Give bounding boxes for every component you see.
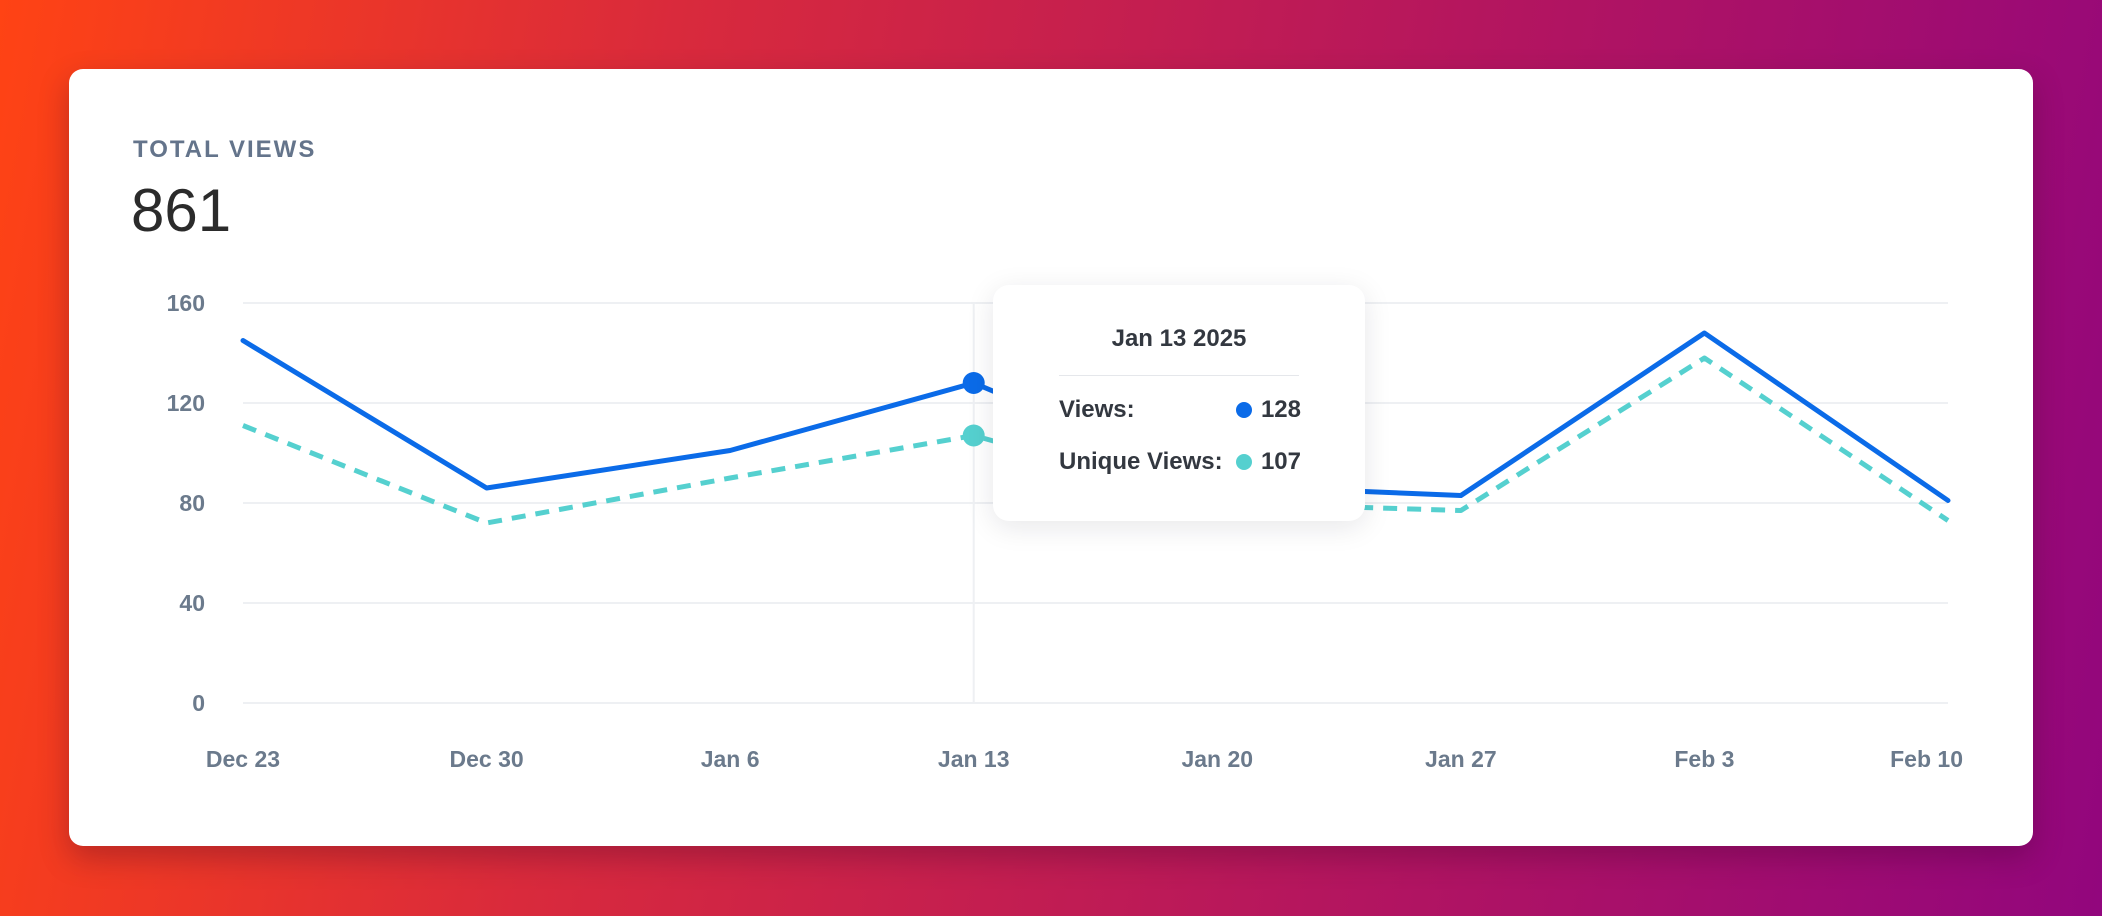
y-tick-label: 80 [179, 490, 205, 516]
unique-views-series-line [242, 355, 1950, 526]
x-tick-label: Dec 23 [206, 746, 280, 772]
tooltip-row-views: Views: 128 [1059, 393, 1301, 427]
views-dot-icon [1236, 402, 1252, 418]
y-tick-label: 0 [192, 690, 205, 716]
tooltip-views-label: Views: [1059, 396, 1135, 423]
tooltip-views-value: 128 [1260, 396, 1301, 423]
x-tick-label: Jan 6 [701, 746, 760, 772]
y-tick-label: 40 [179, 590, 205, 616]
y-tick-label: 120 [167, 390, 205, 416]
tooltip-row-unique-views: Unique Views: 107 [1059, 445, 1301, 479]
kpi-total-value: 861 [131, 177, 232, 244]
y-tick-label: 160 [167, 290, 205, 316]
x-tick-label: Jan 13 [938, 746, 1010, 772]
x-tick-label: Feb 3 [1674, 746, 1734, 772]
unique-views-highlight-point [962, 424, 985, 447]
views-highlight-point [962, 372, 985, 394]
x-tick-label: Jan 27 [1425, 746, 1497, 772]
unique-views-dot-icon [1236, 454, 1252, 470]
tooltip-unique-label: Unique Views: [1059, 448, 1223, 475]
tooltip-date: Jan 13 2025 [1111, 325, 1247, 352]
kpi-label: TOTAL VIEWS [133, 136, 317, 163]
tooltip-unique-value: 107 [1260, 448, 1301, 475]
x-tick-label: Dec 30 [449, 746, 523, 772]
chart-tooltip: Jan 13 2025 Views: 128 Unique Views: 107 [993, 285, 1365, 521]
x-tick-label: Feb 10 [1890, 746, 1963, 772]
x-tick-label: Jan 20 [1181, 746, 1253, 772]
tooltip-divider [1059, 375, 1299, 376]
